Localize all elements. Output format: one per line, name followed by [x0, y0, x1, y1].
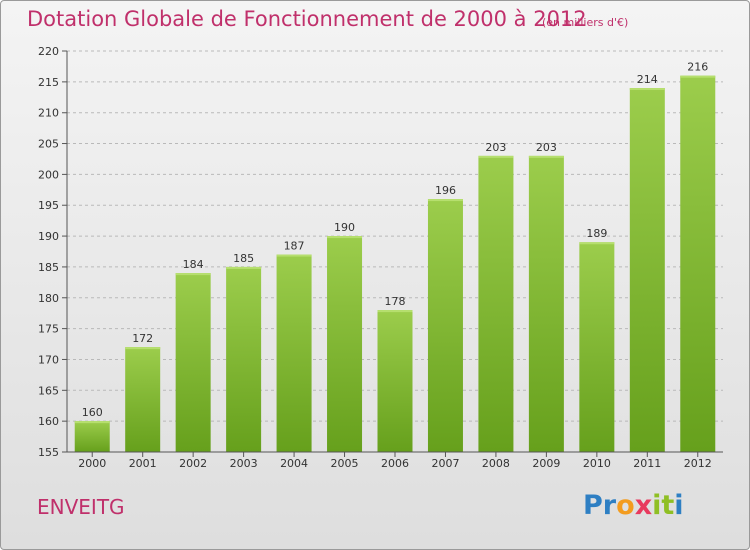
data-label: 216 — [687, 61, 708, 74]
bar — [629, 88, 665, 452]
y-tick-label: 175 — [38, 323, 59, 336]
data-label: 172 — [132, 332, 153, 345]
bar-top-highlight — [226, 266, 262, 269]
data-label: 160 — [82, 406, 103, 419]
y-tick-label: 190 — [38, 230, 59, 243]
x-tick-label: 2004 — [280, 457, 308, 470]
y-tick-label: 220 — [38, 45, 59, 58]
x-tick-label: 2001 — [129, 457, 157, 470]
bar — [175, 273, 211, 452]
y-tick-label: 215 — [38, 76, 59, 89]
bar-top-highlight — [478, 155, 514, 158]
proxiti-logo: Proxiti — [583, 490, 684, 521]
logo-letter: i — [674, 490, 684, 521]
x-tick-label: 2002 — [179, 457, 207, 470]
commune-name: ENVEITG — [37, 495, 125, 519]
data-label: 214 — [637, 73, 658, 86]
x-tick-label: 2003 — [230, 457, 258, 470]
logo-letter: t — [661, 490, 675, 521]
bar-top-highlight — [74, 421, 110, 424]
data-label: 184 — [183, 258, 204, 271]
data-label: 190 — [334, 221, 355, 234]
y-tick-label: 180 — [38, 292, 59, 305]
y-tick-label: 155 — [38, 446, 59, 459]
y-tick-label: 195 — [38, 199, 59, 212]
logo-letter: r — [602, 490, 617, 521]
bar-top-highlight — [629, 88, 665, 91]
logo-letter: x — [634, 490, 653, 521]
data-label: 185 — [233, 252, 254, 265]
x-tick-label: 2007 — [431, 457, 459, 470]
bar-top-highlight — [377, 310, 413, 313]
data-label: 203 — [485, 141, 506, 154]
y-tick-label: 185 — [38, 261, 59, 274]
logo-letter: o — [616, 490, 635, 521]
bar-top-highlight — [125, 347, 161, 350]
logo-letter: P — [583, 490, 603, 521]
bar — [226, 266, 262, 452]
bar — [579, 242, 615, 452]
data-label: 196 — [435, 184, 456, 197]
y-tick-label: 205 — [38, 138, 59, 151]
bar — [377, 310, 413, 452]
bar-top-highlight — [175, 273, 211, 276]
bar-top-highlight — [276, 254, 312, 257]
bar — [276, 254, 312, 452]
y-tick-label: 170 — [38, 353, 59, 366]
bar — [427, 199, 463, 452]
bar — [125, 347, 161, 452]
data-label: 187 — [284, 240, 305, 253]
x-tick-label: 2009 — [532, 457, 560, 470]
bar-top-highlight — [680, 75, 716, 78]
bar — [74, 421, 110, 452]
x-tick-label: 2008 — [482, 457, 510, 470]
logo-letter: i — [652, 490, 662, 521]
y-tick-label: 210 — [38, 107, 59, 120]
x-tick-label: 2010 — [583, 457, 611, 470]
bar-top-highlight — [327, 236, 363, 239]
chart-title: Dotation Globale de Fonctionnement de 20… — [27, 7, 587, 31]
bar — [478, 155, 514, 452]
data-label: 178 — [385, 295, 406, 308]
x-tick-label: 2000 — [78, 457, 106, 470]
y-tick-label: 160 — [38, 415, 59, 428]
bar-top-highlight — [427, 199, 463, 202]
bar-top-highlight — [579, 242, 615, 245]
bar — [327, 236, 363, 452]
bar — [680, 75, 716, 452]
x-tick-label: 2011 — [633, 457, 661, 470]
x-tick-label: 2006 — [381, 457, 409, 470]
x-tick-label: 2005 — [331, 457, 359, 470]
x-tick-label: 2012 — [684, 457, 712, 470]
bar-top-highlight — [528, 155, 564, 158]
y-tick-label: 200 — [38, 168, 59, 181]
bar — [528, 155, 564, 452]
chart-subtitle: (en milliers d'€) — [542, 16, 629, 29]
data-label: 189 — [586, 227, 607, 240]
y-tick-label: 165 — [38, 384, 59, 397]
data-label: 203 — [536, 141, 557, 154]
